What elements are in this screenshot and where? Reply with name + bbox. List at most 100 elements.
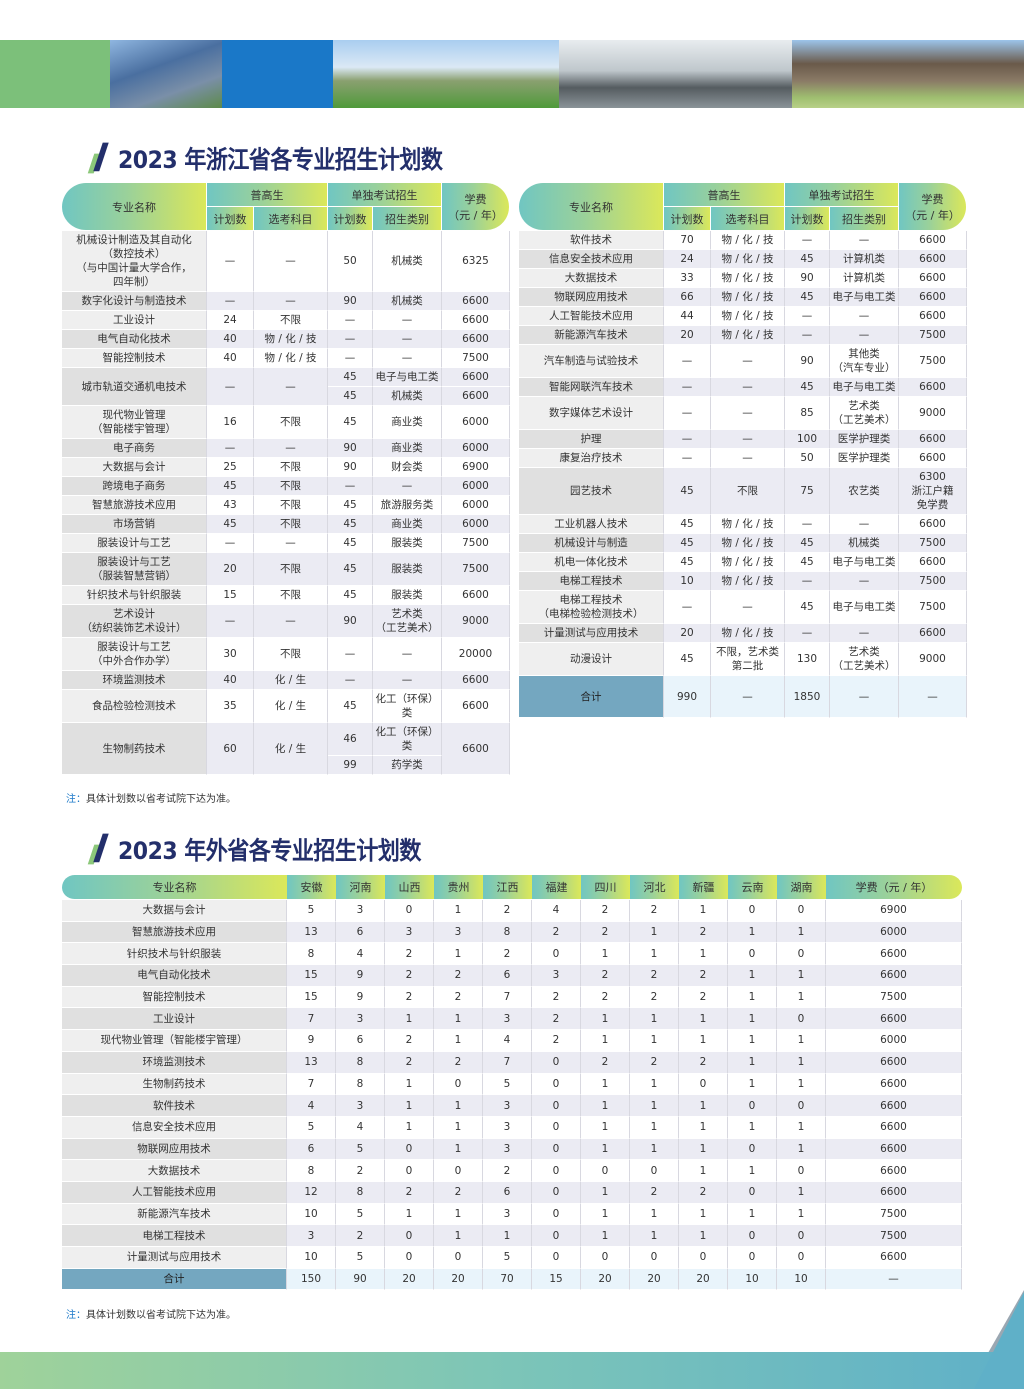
header-tuition-label: 学费 [921, 192, 944, 206]
province-plan: 8 [483, 921, 532, 944]
province-plan: 1 [679, 1160, 728, 1182]
header-major-name: 专业名称 [62, 183, 207, 231]
table-row: 动漫设计 45 不限，艺术类 第二批 130 艺术类 （工艺美术） 9000 [519, 643, 967, 676]
dk-plan: — [328, 349, 373, 368]
major-name: 生物制药技术 [62, 1073, 287, 1096]
province-plan: 4 [287, 1095, 336, 1117]
province-plan: 0 [777, 900, 826, 922]
table-row: 计量测试与应用技术 10 5 0 0 5 0 0 0 0 0 0 6600 [62, 1247, 962, 1269]
province-plan: 0 [532, 1138, 581, 1161]
table-row: 智慧旅游技术应用 43 不限 45 旅游服务类 6000 [62, 496, 510, 515]
dk-category: 计算机类 [830, 250, 899, 269]
province-plan: 3 [287, 1225, 336, 1247]
dk-plan: — [328, 311, 373, 330]
table-row: 智慧旅游技术应用 13 6 3 3 8 2 2 1 2 1 1 6000 [62, 921, 962, 944]
province-plan: 5 [336, 1138, 385, 1161]
major-name: 机械设计与制造 [519, 534, 664, 553]
dk-category: — [373, 349, 442, 368]
pg-subjects: — [711, 676, 785, 718]
major-name: 软件技术 [62, 1095, 287, 1117]
pg-plan: 45 [664, 553, 711, 572]
dk-plan: 90 [328, 292, 373, 311]
province-plan: 1 [679, 1225, 728, 1247]
province-plan: 1 [385, 1008, 434, 1031]
province-plan: 5 [336, 1247, 385, 1269]
province-plan: 2 [679, 965, 728, 987]
dk-category: 财会类 [373, 458, 442, 477]
pg-subjects: 化 / 生 [254, 671, 328, 690]
province-plan: 10 [728, 1268, 777, 1291]
dk-category: 电子与电工类 [830, 591, 899, 624]
major-name: 电梯工程技术 [519, 572, 664, 591]
province-plan: 0 [777, 1225, 826, 1247]
header-cell: 专业名称 [62, 875, 287, 900]
province-plan: 1 [728, 1116, 777, 1139]
header-separate-exam: 单独考试招生 [785, 183, 899, 207]
header-pg-plan: 计划数 [664, 207, 711, 231]
dk-plan: — [785, 231, 830, 250]
tuition: 7500 [442, 349, 510, 368]
province-plan: 20 [679, 1268, 728, 1291]
dk-category: — [373, 638, 442, 671]
pg-plan: — [664, 430, 711, 449]
green-color-block [0, 40, 110, 108]
province-plan: 0 [532, 1160, 581, 1182]
pg-plan: 45 [207, 515, 254, 534]
province-plan: 1 [679, 1116, 728, 1139]
table-row: 工业机器人技术 45 物 / 化 / 技 — —6600 [519, 515, 967, 534]
table-row: 45 机械类 6600 [62, 387, 510, 406]
province-plan: 20 [434, 1268, 483, 1291]
major-name: 智能控制技术 [62, 349, 207, 368]
province-plan: 1 [630, 1008, 679, 1031]
province-plan: 1 [581, 1181, 630, 1204]
header-cell: 学费（元 / 年） [826, 875, 962, 900]
dk-category: 电子与电工类 [830, 288, 899, 307]
province-plan: 1 [728, 1008, 777, 1031]
province-plan: 0 [532, 1181, 581, 1204]
pg-subjects: 不限，艺术类 第二批 [711, 643, 785, 676]
province-plan: 4 [336, 943, 385, 966]
dk-category: — [830, 307, 899, 326]
province-plan: 2 [385, 1181, 434, 1204]
major-name: 汽车制造与试验技术 [519, 345, 664, 378]
campus-photo-building [110, 40, 222, 108]
pg-subjects: 不限 [254, 477, 328, 496]
table-row: 康复治疗技术 — —50 医学护理类 6600 [519, 449, 967, 468]
dk-category: — [830, 231, 899, 250]
dk-plan: 45 [328, 406, 373, 439]
dk-plan: 45 [328, 387, 373, 406]
table-row: 园艺技术 45 不限 75 农艺类 6300 浙江户籍 免学费 [519, 468, 967, 515]
header-cell: 江西 [483, 875, 532, 900]
dk-plan: 45 [328, 515, 373, 534]
pg-subjects: — [711, 397, 785, 430]
province-plan: 5 [287, 1116, 336, 1139]
table-row: 环境监测技术 13 8 2 2 7 0 2 2 2 1 1 6600 [62, 1051, 962, 1074]
table-row: 软件技术 4 3 1 1 3 0 1 1 1 0 0 6600 [62, 1095, 962, 1117]
pg-plan: — [207, 231, 254, 292]
major-name: 工业机器人技术 [519, 515, 664, 534]
province-plan: 1 [679, 943, 728, 966]
dk-plan: 45 [785, 288, 830, 307]
dk-category: 服装类 [373, 534, 442, 553]
province-plan: 8 [336, 1181, 385, 1204]
dk-plan: 100 [785, 430, 830, 449]
header-dk-plan: 计划数 [785, 207, 830, 231]
tuition: 7500 [826, 1203, 962, 1226]
header-pg-plan: 计划数 [207, 207, 254, 231]
province-plan: 12 [287, 1181, 336, 1204]
province-plan: 0 [532, 1225, 581, 1247]
province-plan: 1 [777, 1181, 826, 1204]
major-name: 工业设计 [62, 311, 207, 330]
pg-subjects: 不限 [711, 468, 785, 515]
province-plan: 0 [532, 1247, 581, 1269]
province-plan: 15 [287, 986, 336, 1009]
dk-category: 药学类 [373, 756, 442, 775]
bottom-decoration-bar [0, 1292, 1024, 1389]
table-row: 针织技术与针织服装 8 4 2 1 2 0 1 1 1 0 0 6600 [62, 943, 962, 966]
table-row: 机械设计与制造 45 物 / 化 / 技 45 机械类 7500 [519, 534, 967, 553]
table-row: 电气自动化技术 15 9 2 2 6 3 2 2 2 1 1 6600 [62, 965, 962, 987]
pg-subjects: 物 / 化 / 技 [711, 231, 785, 250]
province-plan: 7 [483, 1051, 532, 1074]
header-cell: 湖南 [777, 875, 826, 900]
dk-category: 商业类 [373, 406, 442, 439]
